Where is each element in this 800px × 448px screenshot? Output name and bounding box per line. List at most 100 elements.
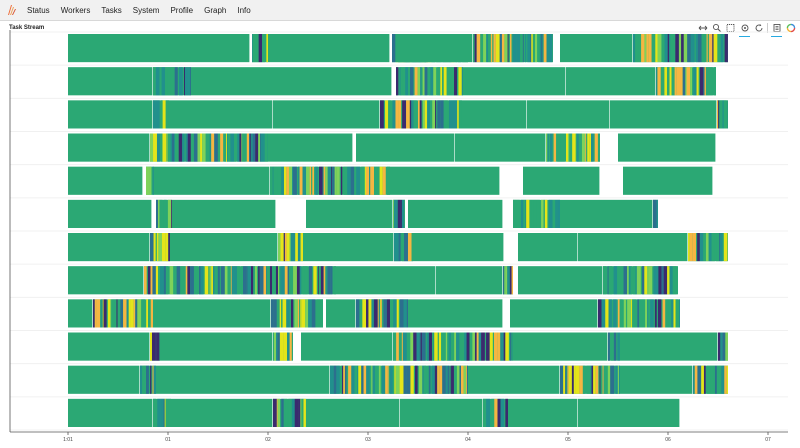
task-bar [350, 166, 355, 195]
task-bar [243, 266, 247, 295]
task-bar [602, 365, 604, 394]
task-bar [705, 67, 710, 96]
task-bar [230, 266, 232, 295]
task-bar [437, 365, 439, 394]
bokeh-logo-icon[interactable] [785, 23, 796, 34]
task-bar [411, 233, 413, 262]
task-bar [411, 100, 414, 129]
task-bar [509, 34, 512, 63]
task-bar [708, 34, 713, 63]
task-bar [396, 233, 399, 262]
task-bar [456, 365, 460, 394]
task-bar [227, 133, 231, 162]
task-bar [578, 133, 582, 162]
task-bar [546, 133, 548, 162]
task-bar [323, 166, 326, 195]
task-bar [380, 299, 382, 328]
task-bar [672, 266, 677, 295]
task-bar [673, 34, 676, 63]
task-bar [211, 133, 215, 162]
task-bar [419, 100, 422, 129]
task-bar [627, 299, 632, 328]
pan-icon[interactable] [697, 23, 708, 34]
task-bar [258, 133, 261, 162]
task-bar [500, 398, 505, 427]
plot-grid [10, 31, 788, 431]
task-bar [726, 365, 728, 394]
task-bar [656, 266, 659, 295]
nav-profile[interactable]: Profile [170, 5, 194, 15]
task-bar [706, 34, 708, 63]
task-bar [610, 365, 615, 394]
task-bar [454, 332, 457, 361]
task-bar [642, 299, 646, 328]
task-bar [156, 332, 160, 361]
reset-icon[interactable] [739, 23, 750, 37]
task-bar [650, 299, 654, 328]
task-bar [153, 100, 156, 129]
task-bar [714, 365, 717, 394]
task-bar [719, 233, 720, 262]
nav-tasks[interactable]: Tasks [101, 5, 122, 15]
task-bar [656, 67, 658, 96]
nav-workers[interactable]: Workers [60, 5, 91, 15]
task-bar [440, 67, 443, 96]
task-bar [641, 34, 645, 63]
task-bar [630, 266, 632, 295]
task-stream-chart[interactable]: 1:01 01 02 03 04 05 06 07 [0, 30, 800, 448]
task-bar [295, 233, 298, 262]
task-bar [712, 34, 714, 63]
task-bar [429, 100, 433, 129]
task-bar [93, 299, 95, 328]
task-bar [233, 266, 237, 295]
task-bar [302, 266, 305, 295]
task-bar [419, 332, 421, 361]
task-bar [308, 266, 313, 295]
task-bar [607, 365, 611, 394]
task-bar [219, 266, 221, 295]
task-bar [172, 199, 276, 228]
task-bar [299, 266, 302, 295]
wheel-zoom-icon[interactable] [725, 23, 736, 34]
task-bar [316, 299, 321, 328]
task-bar [292, 166, 293, 195]
task-bar [680, 67, 683, 96]
nav-system[interactable]: System [132, 5, 160, 15]
task-bar [608, 266, 613, 295]
task-bar [401, 332, 403, 361]
task-bar [538, 34, 540, 63]
task-bar [458, 67, 462, 96]
refresh-icon[interactable] [753, 23, 764, 34]
task-bar [603, 365, 607, 394]
task-bar [336, 365, 340, 394]
task-bar [278, 266, 280, 295]
task-bar [287, 266, 290, 295]
task-bar [185, 67, 189, 96]
nav-info[interactable]: Info [237, 5, 251, 15]
task-bar [618, 133, 716, 162]
task-bar [474, 34, 477, 63]
task-bar [547, 133, 549, 162]
task-bar [595, 365, 599, 394]
task-bar [386, 166, 390, 195]
task-bar [68, 233, 150, 262]
nav-graph[interactable]: Graph [204, 5, 227, 15]
task-bar [473, 34, 475, 63]
task-bar [326, 266, 328, 295]
task-bar [632, 299, 634, 328]
task-bar [366, 299, 369, 328]
dask-logo-icon[interactable] [1, 0, 21, 20]
task-bar [186, 133, 188, 162]
task-bar [283, 332, 288, 361]
task-bar [359, 299, 363, 328]
task-bar [140, 365, 143, 394]
task-bar [346, 365, 349, 394]
nav-status[interactable]: Status [27, 5, 50, 15]
task-bar [705, 233, 709, 262]
task-bar [575, 365, 580, 394]
task-bar [510, 299, 598, 328]
task-bar [258, 34, 263, 63]
task-bar [466, 365, 467, 394]
task-bar [527, 34, 531, 63]
task-bar [407, 67, 410, 96]
